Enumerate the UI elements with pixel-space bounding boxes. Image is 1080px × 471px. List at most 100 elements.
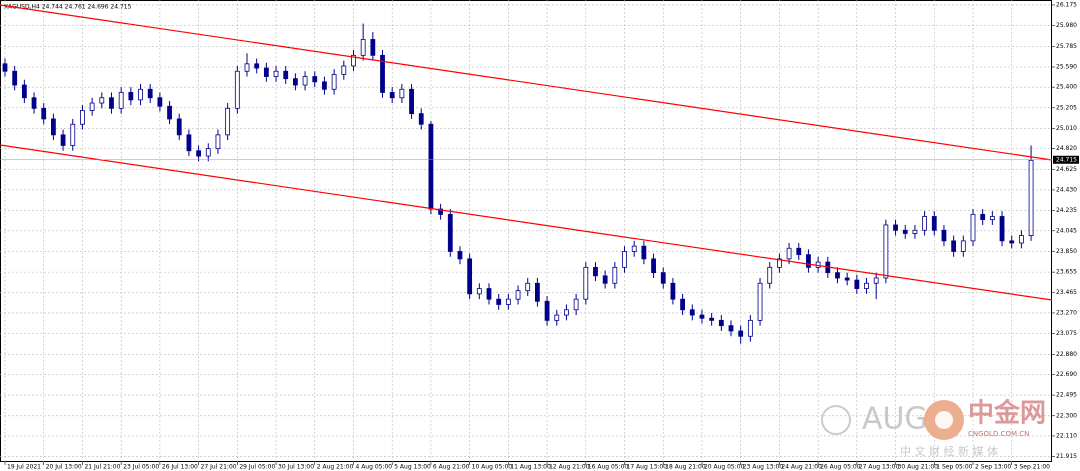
candle-body <box>496 298 502 305</box>
watermark-domain: CNGOLD.COM.CN <box>968 430 1029 438</box>
x-tick-label: 24 Aug 21:00 <box>781 464 822 471</box>
candle-body <box>157 97 163 107</box>
candle-body <box>476 288 482 295</box>
candle-body <box>292 78 298 86</box>
y-tick-label: 22.110 <box>1056 432 1077 439</box>
x-tick-label: 17 Aug 13:00 <box>627 464 668 471</box>
candle-body <box>786 247 792 260</box>
candle-body <box>999 216 1005 242</box>
candle-body <box>389 92 395 99</box>
x-tick-label: 1 Sep 05:00 <box>936 464 972 471</box>
candle-body <box>186 134 192 152</box>
y-tick-label: 25.205 <box>1056 104 1077 111</box>
y-tick-label: 25.980 <box>1056 22 1077 29</box>
candle-body <box>12 70 18 86</box>
x-tick-label: 29 Jul 05:00 <box>239 464 275 471</box>
x-tick-label: 19 Jul 2021 <box>7 464 41 471</box>
candle-body <box>893 224 898 231</box>
candle-body <box>777 258 782 268</box>
candle-body <box>2 63 8 72</box>
candle-body <box>738 330 744 337</box>
y-tick-label: 23.465 <box>1056 289 1077 296</box>
candle-body <box>757 282 763 321</box>
x-tick-label: 5 Aug 13:00 <box>394 464 431 471</box>
candle-body <box>767 266 773 284</box>
y-tick-label: 24.045 <box>1056 227 1077 234</box>
candle-body <box>118 92 124 109</box>
candle-body <box>244 63 250 72</box>
candle-body <box>51 118 56 136</box>
candle-body <box>922 216 927 231</box>
candle-body <box>302 76 308 86</box>
trendline <box>0 144 1053 301</box>
candle-body <box>931 216 937 231</box>
candle-body <box>283 70 289 80</box>
candle-body <box>80 110 85 125</box>
watermark-icon <box>821 405 851 435</box>
candle-body <box>525 282 531 292</box>
candle-body <box>699 314 705 319</box>
x-tick-label: 27 Aug 13:00 <box>859 464 900 471</box>
candle-body <box>418 113 424 125</box>
candle-body <box>322 81 327 90</box>
candle-body <box>796 247 802 256</box>
y-tick-label: 25.590 <box>1056 63 1077 70</box>
candle-body <box>1019 235 1024 244</box>
y-tick-label: 23.270 <box>1056 309 1077 316</box>
candle-body <box>535 282 540 302</box>
candle-body <box>1009 240 1015 244</box>
candle-body <box>747 319 753 337</box>
candle-body <box>31 97 37 109</box>
candle-body <box>176 118 182 136</box>
x-tick-label: 26 Jul 13:00 <box>162 464 198 471</box>
candle-body <box>196 150 202 157</box>
candle-body <box>254 63 260 69</box>
x-tick-label: 11 Aug 13:00 <box>510 464 551 471</box>
y-tick-label: 26.175 <box>1056 1 1077 8</box>
y-tick-label: 22.300 <box>1056 412 1077 419</box>
current-price-box <box>1053 155 1079 164</box>
chart-header: XAGUSD,H4 24.744 24.761 24.696 24.715 <box>4 4 132 11</box>
candle-body <box>234 70 240 109</box>
candle-body <box>912 229 918 234</box>
candle-body <box>602 275 608 284</box>
candle-body <box>312 76 318 83</box>
candle-body <box>41 107 47 120</box>
candle-body <box>515 290 521 300</box>
candle-body <box>670 282 676 300</box>
candle-body <box>428 123 434 210</box>
candle-body <box>728 325 734 332</box>
candles <box>2 23 1034 344</box>
candle-body <box>89 102 95 111</box>
x-tick-label: 4 Aug 05:00 <box>355 464 392 471</box>
candle-body <box>564 309 569 316</box>
y-tick-label: 24.430 <box>1056 186 1077 193</box>
candle-body <box>21 84 27 99</box>
candle-body <box>167 105 172 120</box>
watermark: AUG 中金网 CNGOLD.COM.CN 中 文 财 经 新 媒 体 <box>821 398 1046 458</box>
candle-body <box>844 277 850 281</box>
candle-body <box>205 148 211 157</box>
x-tick-label: 3 Sep 21:00 <box>1014 464 1050 471</box>
y-tick-label: 24.235 <box>1056 207 1077 214</box>
candle-body <box>951 240 957 252</box>
candle-body <box>989 216 995 221</box>
y-tick-label: 22.690 <box>1056 371 1077 378</box>
y-tick-label: 23.655 <box>1056 269 1077 276</box>
candle-body <box>467 258 473 295</box>
candle-body <box>873 277 879 284</box>
candle-body <box>622 251 627 268</box>
candle-body <box>138 88 143 101</box>
candle-body <box>641 245 647 260</box>
candle-body <box>718 319 724 327</box>
candle-body <box>128 92 134 101</box>
x-tick-label: 10 Aug 05:00 <box>472 464 513 471</box>
candle-body <box>486 288 492 300</box>
candle-body <box>1028 159 1034 236</box>
candle-body <box>331 74 337 90</box>
candle-body <box>583 266 589 300</box>
candle-body <box>99 97 105 104</box>
candle-body <box>941 229 947 242</box>
candle-body <box>438 208 444 215</box>
